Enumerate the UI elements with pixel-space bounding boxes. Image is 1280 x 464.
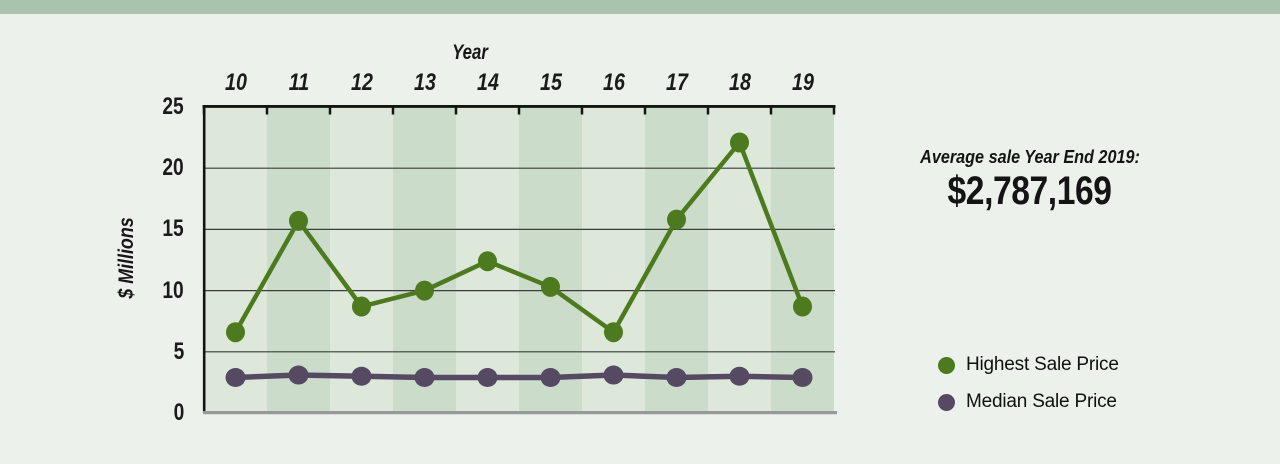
data-point [666,368,687,388]
y-tick-label-text: 10 [162,276,184,304]
data-point [352,296,371,317]
y-tick-label: 25 [126,93,184,121]
annotation-label-text: Average sale Year End 2019: [920,147,1140,167]
series-line-1 [232,372,806,381]
y-tick-label: 0 [126,399,184,427]
y-tick-label-text: 15 [162,215,184,243]
top-accent-bar [0,0,1280,14]
y-tick-label-text: 20 [162,154,184,182]
plot-band [204,107,267,413]
data-point [478,251,497,272]
x-tick-label: 13 [413,69,436,96]
series-line-0 [233,140,805,335]
x-tick-label: 17 [665,69,688,96]
data-point [225,368,246,388]
data-point [603,365,624,385]
plot-band [582,107,645,413]
x-axis-title-text: Year [452,41,488,64]
legend: Highest Sale Price Median Sale Price [938,354,1119,428]
plot-band [330,107,393,413]
x-tick-label: 19 [791,69,814,96]
data-point [226,322,245,343]
plot-band [771,107,834,413]
y-tick-label: 15 [126,215,184,243]
annotation: Average sale Year End 2019: $2,787,169 [908,146,1152,212]
y-tick-label: 20 [126,154,184,182]
annotation-label: Average sale Year End 2019: [908,146,1152,169]
y-tick-label-text: 5 [173,337,184,365]
x-tick-label: 16 [602,69,625,96]
median-sale-dot-icon [938,393,955,411]
data-point [604,322,623,343]
data-point [793,296,812,317]
legend-item-highest-sale: Highest Sale Price [938,354,1119,376]
legend-label-median-sale: Median Sale Price [966,391,1117,412]
x-tick-label: 12 [350,69,373,96]
plot-band [519,107,582,413]
x-tick-label: 15 [539,69,562,96]
data-point [667,209,686,230]
data-point [288,365,309,385]
x-tick-label: 10 [224,69,247,96]
annotation-value: $2,787,169 [908,170,1152,212]
legend-label-highest-sale: Highest Sale Price [966,354,1119,375]
data-point [792,368,813,388]
plot-band [708,107,771,413]
data-point [730,132,749,153]
data-point [414,368,435,388]
y-tick-label: 10 [126,277,184,305]
x-tick-label: 18 [728,69,751,96]
data-point [351,366,372,386]
legend-item-median-sale: Median Sale Price [938,391,1119,413]
annotation-value-text: $2,787,169 [948,169,1112,213]
x-tick-label: 14 [476,69,499,96]
data-point [289,210,308,231]
data-point [415,280,434,301]
highest-sale-dot-icon [938,356,955,374]
y-tick-label-text: 25 [162,93,184,120]
y-tick-label: 5 [126,338,184,366]
data-point [729,366,750,386]
data-point [541,276,560,297]
plot-band [393,107,456,413]
data-point [477,368,498,388]
x-tick-label: 11 [288,69,309,96]
data-point [540,368,561,388]
y-tick-label-text: 0 [173,399,184,426]
x-axis-title: Year [448,41,493,65]
